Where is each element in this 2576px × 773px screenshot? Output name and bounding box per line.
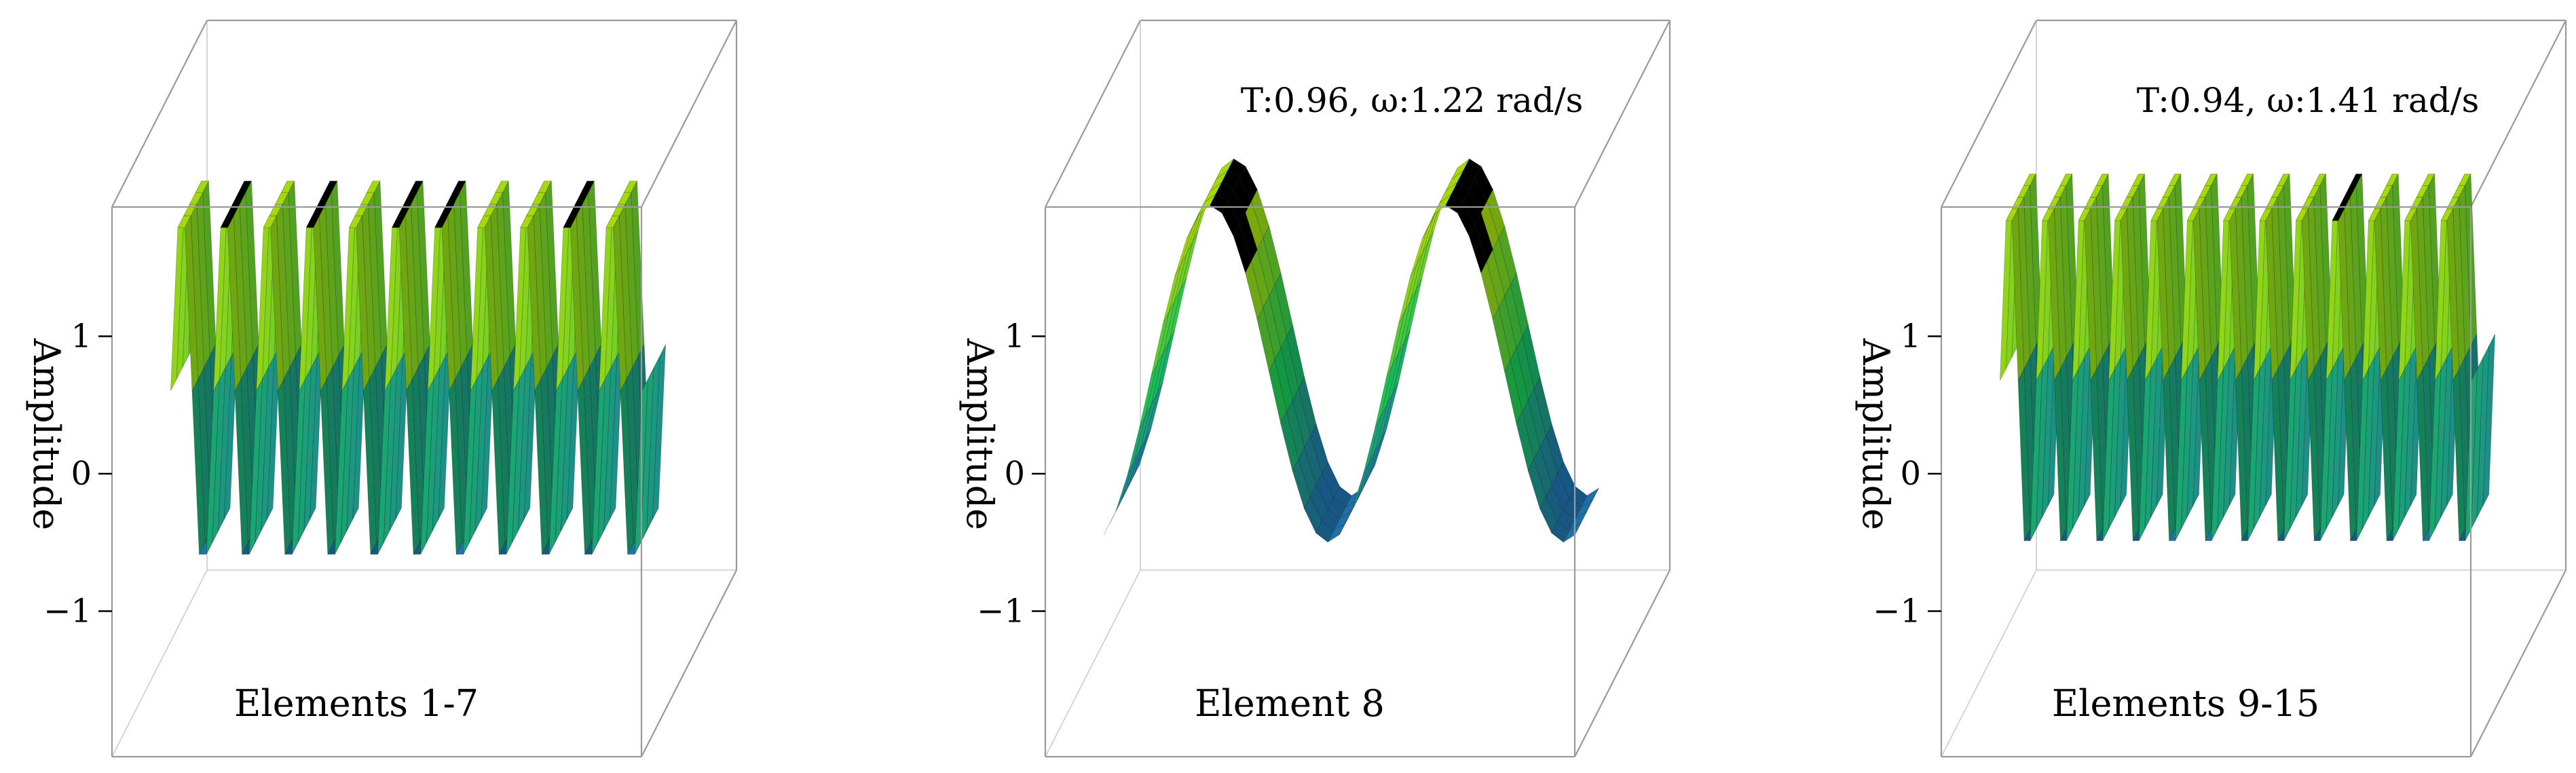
z-axis-ticks: −1 0 1 [977,318,1045,630]
surface-facet [640,367,654,543]
surface-panel-elements-9-15: −1 0 1 Amplitude T:0.94, ω:1.41 rad/s Elem… [1854,19,2567,758]
box-back-edges [1045,19,1671,757]
tick-label: −1 [1873,592,1921,630]
panel-caption: Elements 9-15 [2052,682,2319,725]
surface-facet [1121,451,1140,500]
surface-facet [1563,522,1582,544]
amplitude-axis-label: Amplitude [25,338,68,530]
tick-label: 1 [1900,318,1921,356]
surface-facet [1357,451,1376,500]
panel-caption: Element 8 [1195,682,1385,725]
box-front-edges [1940,206,2566,758]
tick-label: 0 [71,455,92,493]
amplitude-axis-label: Amplitude [958,338,1001,530]
box-back-edges [111,19,738,757]
tick-label: −1 [977,592,1025,630]
surface-facet [1115,463,1134,512]
surface-panel-elements-1-7: −1 0 1 Amplitude Elements 1-7 [25,19,738,758]
surface-panel-element-8: −1 0 1 Amplitude T:0.96, ω:1.22 rad/s Elem… [958,19,1671,758]
tick-label: 1 [71,318,92,356]
surface-facet [1351,463,1370,512]
tick-label: 0 [1900,455,1921,493]
panel-caption: Elements 1-7 [234,682,479,725]
tick-label: 0 [1004,455,1025,493]
surface-plot [2000,172,2495,542]
tick-label: 1 [1004,318,1025,356]
box-front-edges [111,206,737,758]
surface-facet [652,344,666,520]
box-front-edges [1044,206,1670,758]
amplitude-axis-label: Amplitude [1854,338,1897,530]
z-axis-ticks: −1 0 1 [1873,318,1941,630]
z-axis-ticks: −1 0 1 [43,318,112,630]
tick-label: −1 [43,592,92,630]
surface-plot [170,180,666,556]
period-frequency-annotation: T:0.96, ω:1.22 rad/s [1241,81,1584,120]
period-frequency-annotation: T:0.94, ω:1.41 rad/s [2137,81,2480,120]
surface-plot [1104,158,1600,544]
